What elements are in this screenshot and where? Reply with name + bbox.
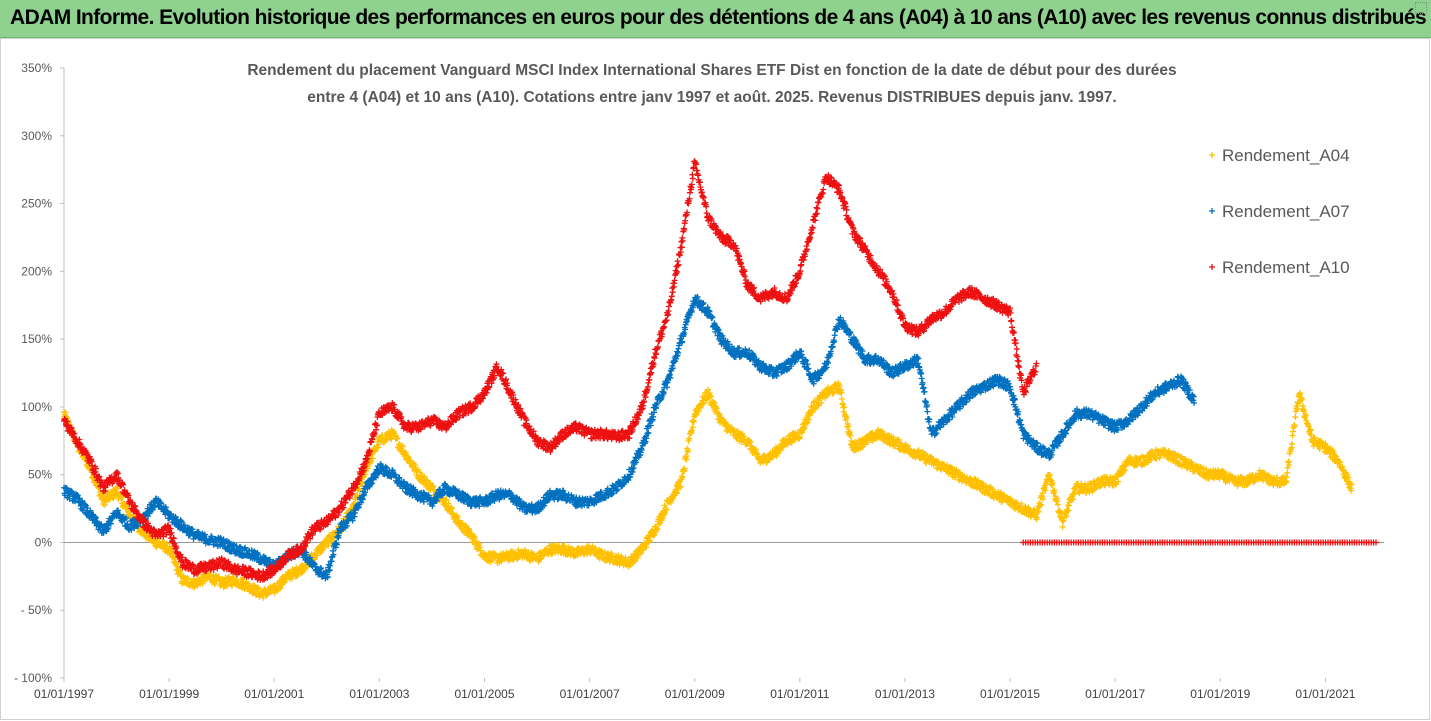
data-point [260, 594, 267, 601]
x-axis-ticks: 01/01/1997 01/01/1999 01/01/2001 01/01/2003… [34, 678, 1356, 701]
data-point [1288, 440, 1295, 447]
y-tick-label: 50% [28, 468, 52, 482]
data-point [170, 552, 177, 559]
x-tick-label: 01/01/2005 [454, 687, 514, 701]
x-tick-label: 01/01/2003 [349, 687, 409, 701]
chart-subtitle: entre 4 (A04) et 10 ans (A10). Cotations… [307, 89, 1116, 106]
x-tick-label: 01/01/2009 [665, 687, 725, 701]
data-point [102, 502, 109, 509]
x-tick-label: 01/01/2007 [560, 687, 620, 701]
y-axis-ticks: - 100% - 50% 0% 50% 100% 150% 200% 250% 300% 350% [14, 61, 64, 685]
y-tick-label: 250% [21, 197, 52, 211]
banner-title: ADAM Informe. Evolution historique des p… [10, 6, 1427, 29]
series-rendement-a04 [61, 380, 1355, 601]
data-point [1300, 407, 1307, 414]
data-point [113, 484, 120, 491]
data-point [375, 441, 382, 448]
data-point [416, 469, 423, 476]
data-point [644, 430, 651, 437]
x-tick-label: 01/01/1997 [34, 687, 94, 701]
data-point [394, 435, 401, 442]
data-point [374, 444, 381, 451]
data-point [118, 494, 125, 501]
data-point [211, 580, 218, 587]
data-point [443, 496, 450, 503]
y-tick-label: 150% [21, 332, 52, 346]
data-point [690, 418, 697, 425]
y-tick-label: 350% [21, 61, 52, 75]
data-point [421, 473, 428, 480]
data-point [1059, 523, 1066, 530]
data-point [223, 583, 230, 590]
series-layer [61, 158, 1380, 601]
x-tick-label: 01/01/2001 [244, 687, 304, 701]
data-point [924, 408, 931, 415]
data-point [1292, 414, 1299, 421]
chart-title: Rendement du placement Vanguard MSCI Ind… [247, 62, 1176, 79]
y-tick-label: 300% [21, 129, 52, 143]
data-point [174, 563, 181, 570]
x-tick-label: 01/01/2017 [1085, 687, 1145, 701]
chart-area: Rendement du placement Vanguard MSCI Ind… [14, 61, 1384, 701]
data-point [185, 576, 192, 583]
data-point [918, 375, 925, 382]
data-point [430, 487, 437, 494]
y-tick-label: 0% [35, 535, 53, 549]
data-point [369, 455, 376, 462]
x-tick-label: 01/01/1999 [139, 687, 199, 701]
y-tick-label: - 50% [21, 603, 53, 617]
header-banner: ADAM Informe. Evolution historique des p… [0, 0, 1431, 38]
data-point [177, 568, 184, 575]
data-point [245, 580, 252, 587]
data-point [255, 584, 262, 591]
x-tick-label: 01/01/2019 [1190, 687, 1250, 701]
data-point [838, 395, 845, 402]
data-point [288, 575, 295, 582]
x-tick-label: 01/01/2011 [770, 687, 829, 701]
data-point [399, 443, 406, 450]
data-point [293, 564, 300, 571]
x-tick-label: 01/01/2015 [980, 687, 1040, 701]
data-point [398, 442, 405, 449]
data-point [402, 449, 409, 456]
y-tick-label: 200% [21, 264, 52, 278]
x-tick-label: 01/01/2013 [875, 687, 935, 701]
x-tick-label: 01/01/2021 [1295, 687, 1355, 701]
data-point [277, 585, 284, 592]
data-point [921, 388, 928, 395]
y-tick-label: - 100% [14, 671, 52, 685]
data-point [325, 542, 332, 549]
data-point [448, 505, 455, 512]
y-tick-label: 100% [21, 400, 52, 414]
resize-corner-icon [1415, 2, 1427, 14]
